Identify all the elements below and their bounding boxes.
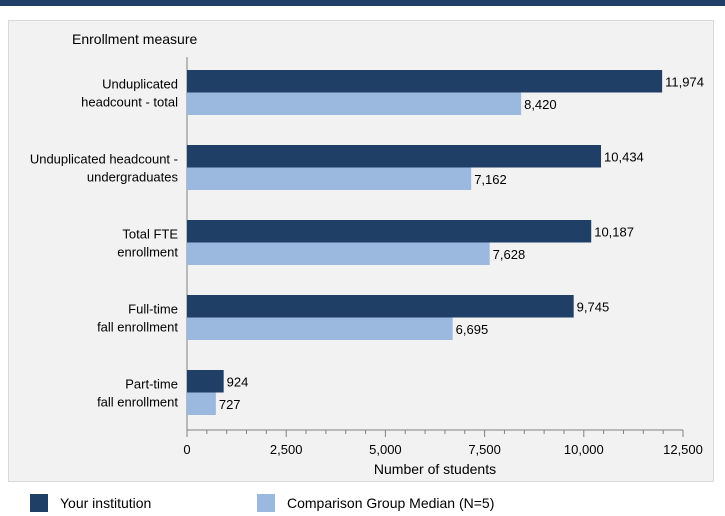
category-label: fall enrollment	[97, 395, 178, 410]
category-label: headcount - total	[81, 95, 178, 110]
legend-label-comparison-median: Comparison Group Median (N=5)	[287, 495, 495, 511]
legend-label-your-institution: Your institution	[60, 495, 152, 511]
value-label-comparison-median: 727	[219, 397, 241, 412]
bar-comparison-median	[187, 92, 522, 115]
category-label: Part-time	[125, 377, 178, 392]
value-label-comparison-median: 6,695	[456, 322, 489, 337]
x-tick-label: 10,000	[564, 442, 604, 457]
category-label: Unduplicated	[102, 77, 178, 92]
legend-swatch-your-institution	[30, 494, 48, 512]
bar-comparison-median	[187, 317, 453, 340]
category-label: undergraduates	[87, 170, 179, 185]
bar-your-institution	[187, 145, 602, 168]
x-tick-label: 7,500	[468, 442, 501, 457]
bar-comparison-median	[187, 167, 472, 190]
legend: Your institution Comparison Group Median…	[0, 488, 725, 516]
bar-comparison-median	[187, 242, 490, 265]
x-tick-label: 0	[183, 442, 190, 457]
bar-your-institution	[187, 295, 574, 318]
category-label: Unduplicated headcount -	[30, 152, 178, 167]
value-label-comparison-median: 7,162	[474, 172, 507, 187]
bar-comparison-median	[187, 392, 216, 415]
bar-your-institution	[187, 370, 224, 393]
category-label: Total FTE	[122, 227, 178, 242]
legend-swatch-comparison-median	[257, 494, 275, 512]
value-label-your-institution: 9,745	[577, 299, 610, 314]
legend-item-your-institution: Your institution	[30, 494, 151, 512]
value-label-your-institution: 924	[227, 374, 249, 389]
value-label-your-institution: 10,434	[604, 149, 644, 164]
x-tick-label: 5,000	[369, 442, 402, 457]
value-label-your-institution: 11,974	[665, 74, 704, 89]
category-label: enrollment	[117, 245, 178, 260]
category-label: fall enrollment	[97, 320, 178, 335]
category-axis-title: Enrollment measure	[72, 31, 197, 47]
value-label-your-institution: 10,187	[594, 224, 634, 239]
header-rule	[0, 0, 725, 6]
legend-item-comparison-median: Comparison Group Median (N=5)	[257, 494, 494, 512]
x-tick-label: 2,500	[270, 442, 303, 457]
value-label-comparison-median: 7,628	[493, 247, 526, 262]
enrollment-bar-chart: Enrollment measure 0 2,500 5,000 7,500 10,00…	[30, 31, 704, 477]
bar-your-institution	[187, 70, 663, 93]
bar-your-institution	[187, 220, 592, 243]
x-tick-label: 12,500	[663, 442, 703, 457]
value-label-comparison-median: 8,420	[524, 97, 557, 112]
x-axis-title: Number of students	[374, 461, 496, 477]
category-label: Full-time	[128, 302, 178, 317]
